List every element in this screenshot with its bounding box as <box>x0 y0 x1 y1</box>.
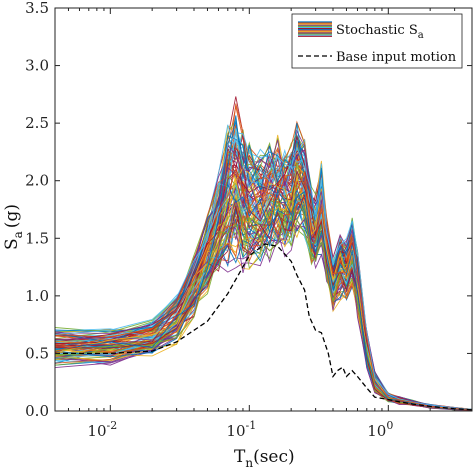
legend-swatch-stochastic <box>298 21 332 37</box>
stochastic-line <box>54 132 473 411</box>
stochastic-line <box>54 132 473 410</box>
y-tick-label: 2.5 <box>25 114 49 132</box>
x-axis-title: Tn(sec) <box>234 447 295 470</box>
x-tick-label: 10-2 <box>87 419 117 440</box>
stochastic-series-group <box>54 96 473 411</box>
base-series-group <box>55 243 473 411</box>
y-tick-label: 2.0 <box>25 172 49 190</box>
y-tick-label: 0.5 <box>25 344 49 362</box>
legend-label-base: Base input motion <box>336 50 457 65</box>
y-tick-label: 0.0 <box>25 402 49 420</box>
stochastic-line <box>54 139 473 411</box>
stochastic-line <box>54 167 473 411</box>
plot-frame <box>54 7 473 412</box>
x-tick-label: 100 <box>367 419 393 440</box>
y-tick-label: 3.0 <box>25 57 49 75</box>
x-tick-label: 10-1 <box>226 419 256 440</box>
y-axis-title: Sa(g) <box>2 204 25 250</box>
base-input-motion-line <box>55 243 473 411</box>
y-tick-label: 3.5 <box>25 0 49 17</box>
stochastic-line <box>54 197 473 411</box>
y-tick-label: 1.0 <box>25 287 49 305</box>
stochastic-line <box>54 167 473 410</box>
legend: Stochastic Sa Base input motion <box>291 13 463 69</box>
y-tick-label: 1.5 <box>25 229 49 247</box>
legend-label-stochastic: Stochastic Sa <box>336 23 424 41</box>
stochastic-line <box>54 162 473 411</box>
